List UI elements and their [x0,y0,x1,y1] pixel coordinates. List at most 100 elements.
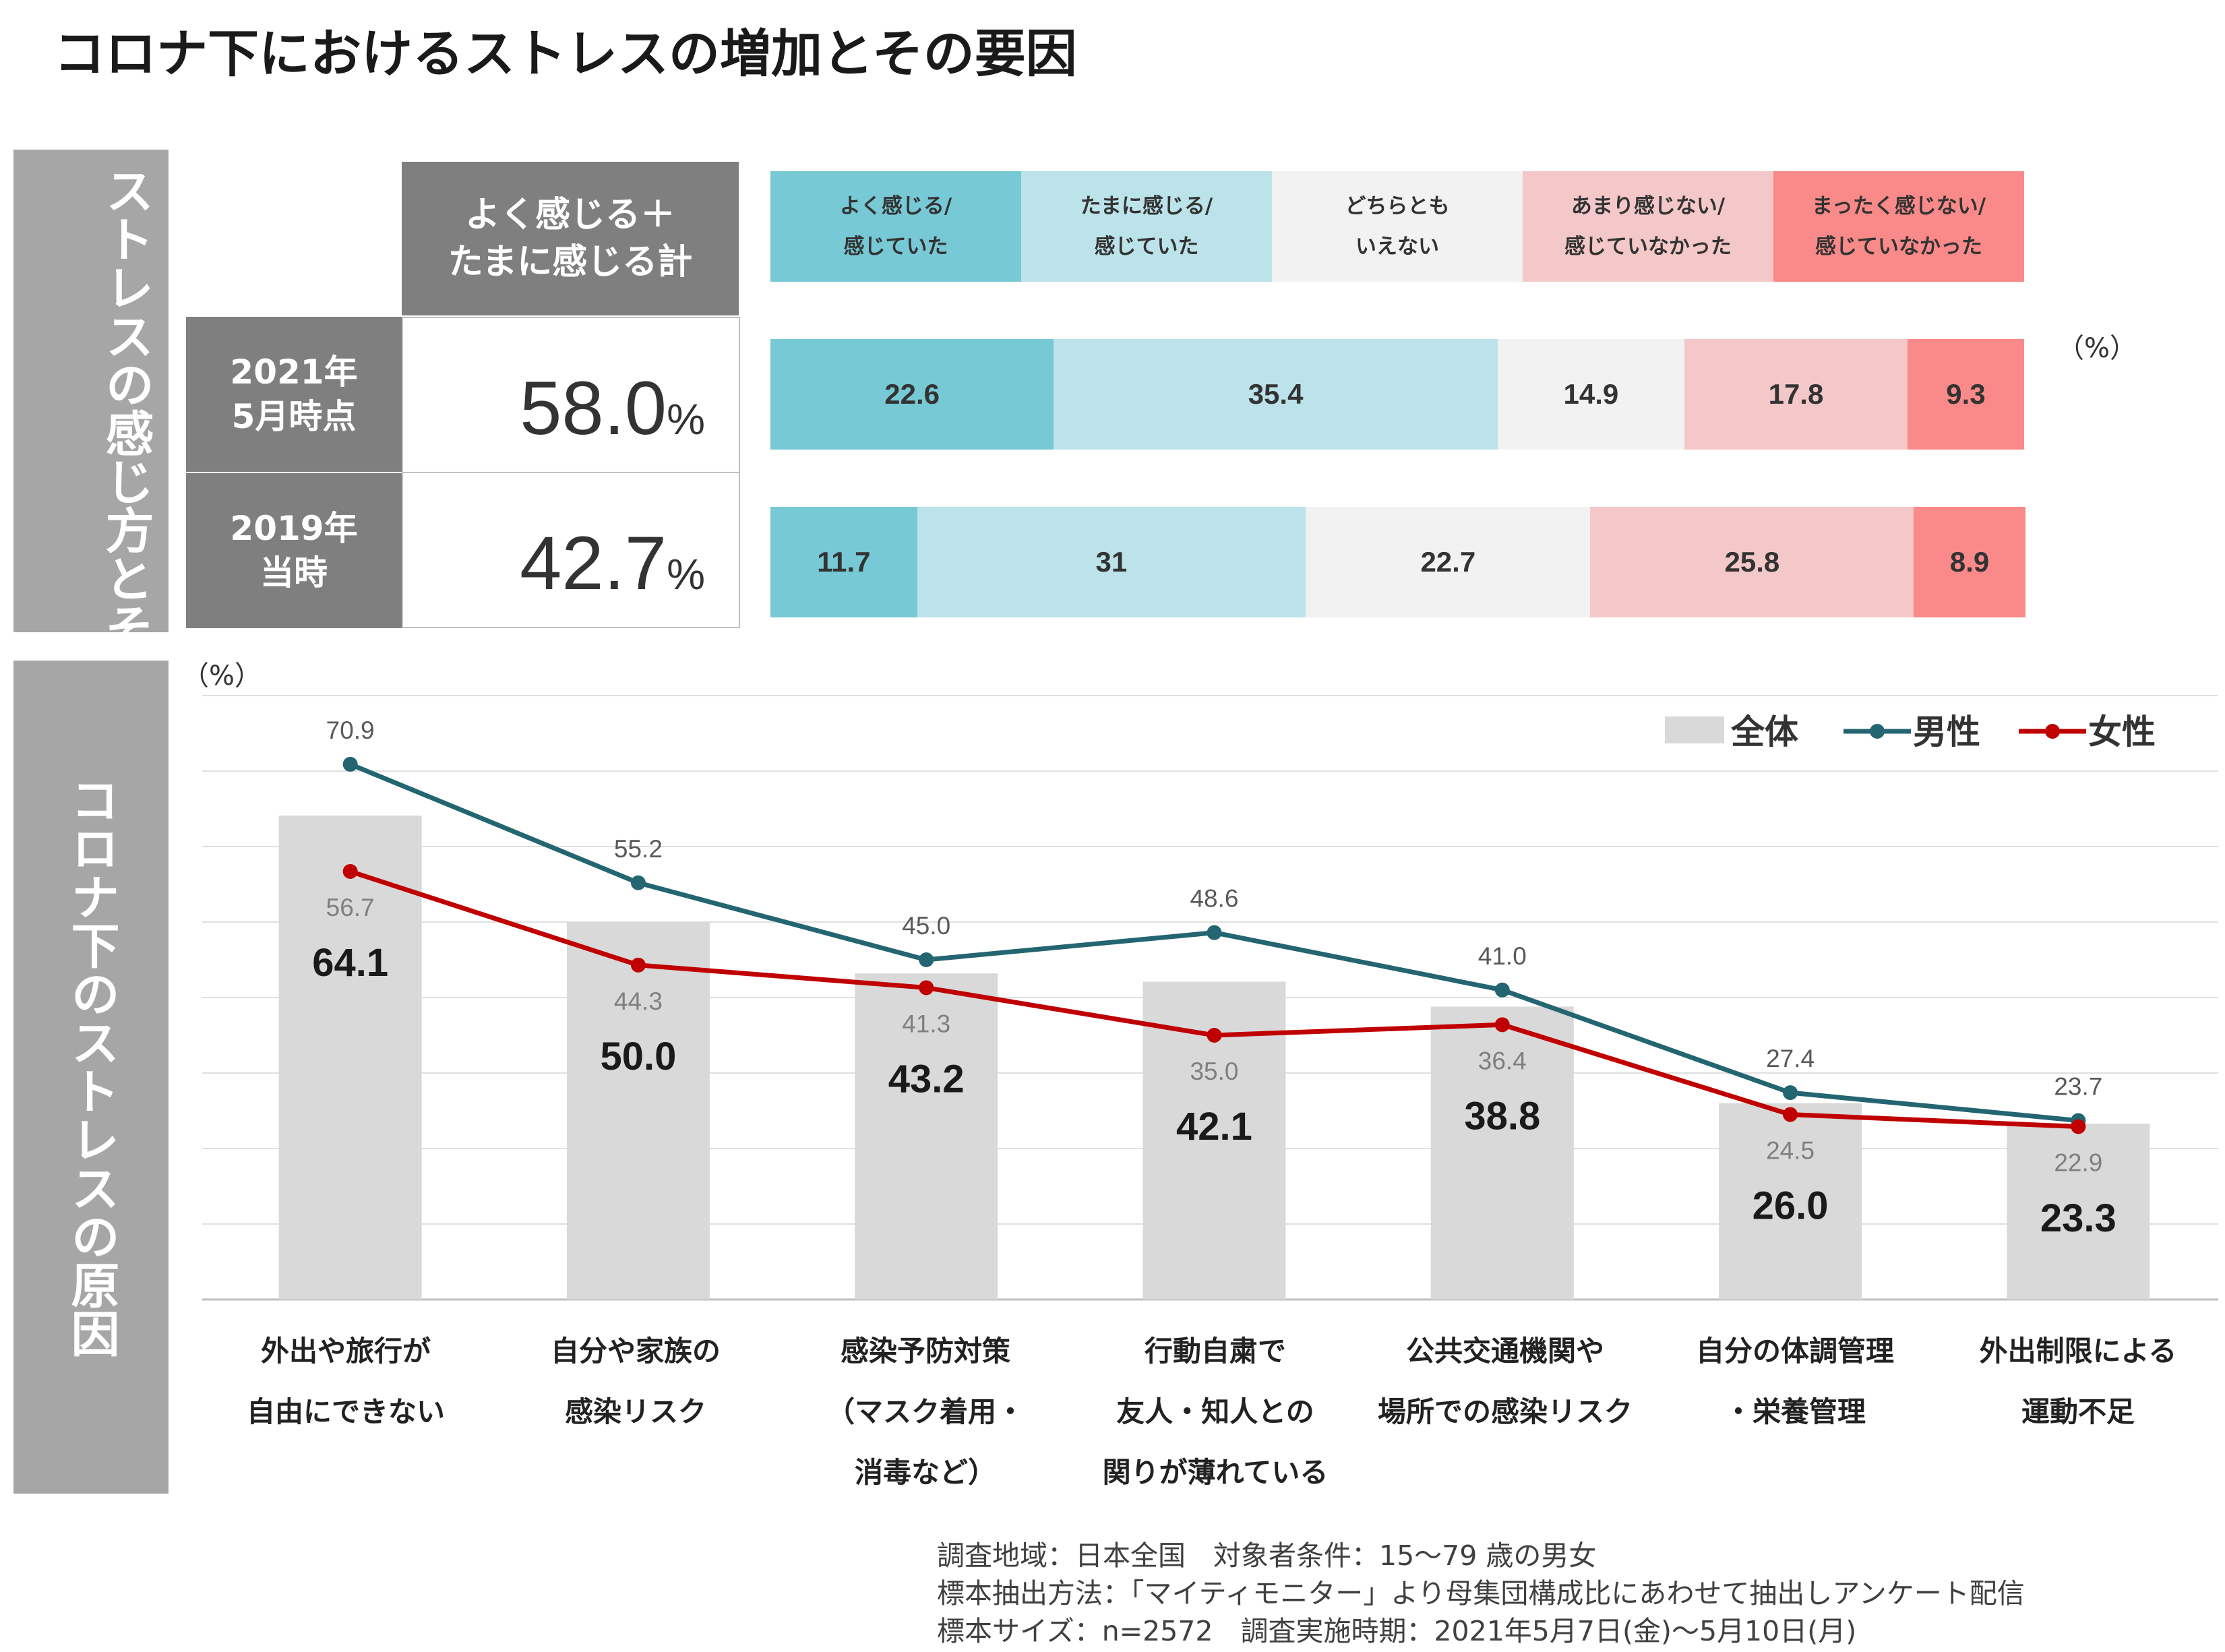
category-label-1-line1: 自分や家族の [550,1335,721,1368]
legend-sometimes-line1: たまに感じる/ [1080,194,1213,218]
bar-all-5 [1719,1103,1862,1299]
stacked-segment-neither-0: 14.9 [1497,339,1684,450]
stacked-segment-label-never-1: 8.9 [1949,546,1990,578]
legend-rarely: あまり感じない/ 感じていなかった [1523,171,1773,282]
bar-all-0 [278,816,422,1299]
bottom-unit-label: （%） [182,661,262,692]
row-label-2021-line2: 5月時点 [231,397,357,436]
stacked-bar-2019: 11.7 31 22.7 25.8 8.9 [770,507,2025,617]
point-female-3 [1207,1028,1222,1043]
total-value-2021: 58.0% [520,365,705,452]
legend-male-marker [1870,724,1885,739]
stacked-segment-often-0: 22.6 [770,339,1054,450]
footnote-line-2: 標本抽出方法：「マイティモニター」より母集団構成比にあわせて抽出しアンケート配信 [937,1577,2025,1610]
stacked-bar-2021: 22.6 35.4 14.9 17.8 9.3 [770,339,2024,450]
category-label-1: 自分や家族の 感染リスク [497,1321,774,1442]
legend-sometimes: たまに感じる/ 感じていた [1021,171,1272,282]
label-male-6: 23.7 [2054,1073,2102,1101]
total-value-2021-cell: 58.0% [402,317,740,473]
legend-neither-line2: いえない [1355,235,1439,259]
label-female-5: 24.5 [1766,1137,1815,1165]
label-female-3: 35.0 [1190,1058,1238,1085]
category-label-5: 自分の体調管理 ・栄養管理 [1657,1321,1933,1442]
category-label-4-line1: 公共交通機関や [1405,1335,1604,1368]
stacked-segment-label-often-0: 22.6 [884,378,940,410]
page-title: コロナ下におけるストレスの増加とその要因 [54,24,1077,84]
bar-all-4 [1430,1006,1574,1299]
point-male-2 [919,952,934,967]
label-all-3: 42.1 [1176,1105,1252,1149]
category-label-3-line1: 行動自粛で [1144,1335,1286,1368]
legend-never-line2: 感じていなかった [1815,235,1982,259]
category-label-3: 行動自粛で 友人・知人との 関りが薄れている [1070,1321,1360,1503]
legend-all-label: 全体 [1730,713,1798,751]
stacked-segment-sometimes-1: 31 [917,507,1306,617]
footnote-line-3: 標本サイズ：n=2572 調査実施時期：2021年5月7日(金)～5月10日(月… [937,1615,1857,1647]
stacked-segment-rarely-1: 25.8 [1590,507,1914,617]
total-value-2019: 42.7% [520,520,705,607]
label-all-1: 50.0 [600,1035,676,1078]
legend-rarely-line2: 感じていなかった [1564,235,1732,259]
point-male-4 [1494,982,1510,998]
label-male-4: 41.0 [1478,942,1527,970]
stacked-segment-label-sometimes-1: 31 [1095,546,1128,578]
stacked-segment-neither-1: 22.7 [1306,507,1591,617]
label-all-2: 43.2 [888,1057,965,1101]
category-label-2-line1: 感染予防対策 [840,1335,1010,1368]
category-label-6-line2: 運動不足 [2021,1395,2135,1428]
top-unit-label: （%） [2057,333,2137,364]
stacked-segment-rarely-0: 17.8 [1684,339,1908,450]
label-all-0: 64.1 [312,941,388,985]
legend-female-marker [2045,724,2060,739]
total-value-2019-unit: % [667,550,705,599]
row-label-2019-line2: 当時 [260,553,328,592]
category-label-1-line2: 感染リスク [564,1395,706,1428]
label-male-2: 45.0 [902,912,950,940]
total-header: よく感じる＋ たまに感じる計 [402,162,739,315]
point-female-0 [342,863,358,879]
point-female-2 [919,980,934,996]
stacked-segment-label-never-0: 9.3 [1946,378,1986,410]
label-female-6: 22.9 [2054,1149,2102,1177]
bar-all-1 [566,922,710,1299]
category-label-6-line1: 外出制限による [1979,1335,2177,1368]
legend-neither: どちらとも いえない [1272,171,1523,282]
legend-often: よく感じる/ 感じていた [770,171,1021,282]
point-female-5 [1783,1107,1798,1122]
total-header-line1: よく感じる＋ [464,195,675,235]
point-male-0 [342,756,358,772]
row-label-2021-line1: 2021年 [230,353,358,392]
total-value-2019-cell: 42.7% [402,472,740,628]
label-female-4: 36.4 [1478,1047,1527,1074]
stacked-segment-label-neither-0: 14.9 [1563,378,1619,410]
point-male-3 [1207,925,1222,940]
top-side-panel: ストレスの感じ方とその変化 [13,150,169,797]
legend-sometimes-line2: 感じていた [1094,235,1199,259]
label-all-5: 26.0 [1752,1184,1829,1228]
label-male-3: 48.6 [1190,885,1238,913]
category-label-0-line2: 自由にできない [246,1395,445,1428]
point-female-6 [2071,1119,2086,1134]
category-label-2-line2: （マスク着用・ [826,1395,1025,1428]
stacked-segment-label-rarely-1: 25.8 [1724,546,1780,578]
row-label-2019-line1: 2019年 [230,509,358,548]
bar-all-6 [2007,1124,2150,1299]
footnote: 調査地域：日本全国 対象者条件：15～79 歳の男女 標本抽出方法：「マイティモ… [937,1537,2025,1650]
category-label-2: 感染予防対策 （マスク着用・ 消毒など） [787,1321,1064,1503]
legend-neither-line1: どちらとも [1345,194,1450,218]
point-female-4 [1494,1017,1510,1033]
total-header-line2: たまに感じる計 [448,242,693,282]
legend-male-label: 男性 [1913,713,1980,751]
stacked-legend: よく感じる/ 感じていた たまに感じる/ 感じていた どちらとも いえない あま… [770,171,2024,282]
legend-rarely-line1: あまり感じない/ [1571,194,1726,218]
category-label-4-line2: 場所での感染リスク [1377,1395,1633,1428]
stacked-segment-label-neither-1: 22.7 [1420,546,1476,578]
row-label-2021: 2021年 5月時点 [186,317,402,472]
category-label-3-line2: 友人・知人との [1116,1395,1314,1428]
total-value-2021-unit: % [667,395,705,443]
category-label-0: 外出や旅行が 自由にできない [208,1321,484,1442]
stacked-segment-sometimes-0: 35.4 [1054,339,1498,450]
stacked-segment-never-1: 8.9 [1914,507,2025,617]
category-label-3-line3: 関りが薄れている [1102,1456,1329,1489]
